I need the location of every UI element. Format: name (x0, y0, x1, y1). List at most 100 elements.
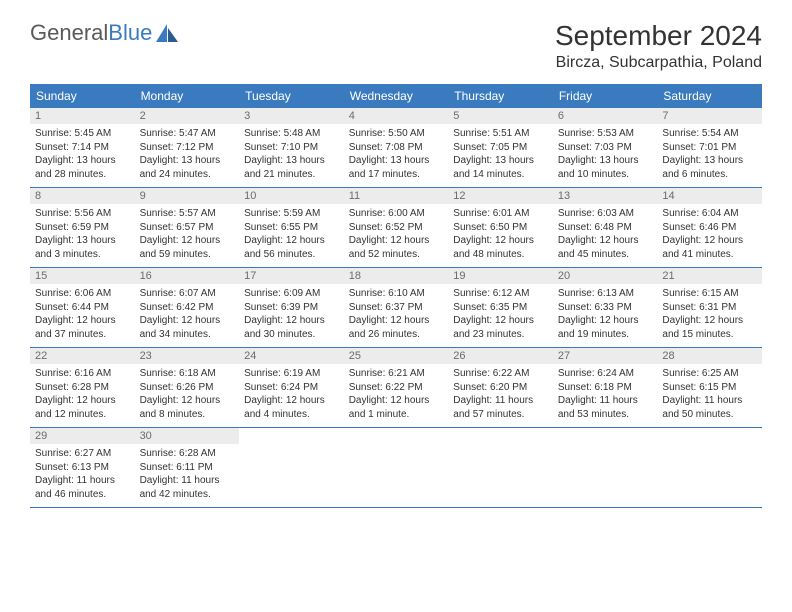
sunset-text: Sunset: 6:39 PM (244, 301, 339, 315)
calendar-week: 22Sunrise: 6:16 AMSunset: 6:28 PMDayligh… (30, 348, 762, 428)
sunset-text: Sunset: 7:12 PM (140, 141, 235, 155)
day-number: 7 (657, 108, 762, 124)
weekday-header: Thursday (448, 84, 553, 108)
sunrise-text: Sunrise: 5:56 AM (35, 207, 130, 221)
calendar-week: 29Sunrise: 6:27 AMSunset: 6:13 PMDayligh… (30, 428, 762, 508)
calendar-cell: 7Sunrise: 5:54 AMSunset: 7:01 PMDaylight… (657, 108, 762, 187)
sunrise-text: Sunrise: 6:25 AM (662, 367, 757, 381)
daylight-text: Daylight: 13 hours (140, 154, 235, 168)
daylight-text: Daylight: 11 hours (662, 394, 757, 408)
daylight-text: and 19 minutes. (558, 328, 653, 342)
calendar-cell: 28Sunrise: 6:25 AMSunset: 6:15 PMDayligh… (657, 348, 762, 427)
day-number: 10 (239, 188, 344, 204)
day-number: 9 (135, 188, 240, 204)
sunrise-text: Sunrise: 5:53 AM (558, 127, 653, 141)
daylight-text: and 48 minutes. (453, 248, 548, 262)
calendar-cell: 12Sunrise: 6:01 AMSunset: 6:50 PMDayligh… (448, 188, 553, 267)
sunset-text: Sunset: 6:55 PM (244, 221, 339, 235)
sunrise-text: Sunrise: 6:09 AM (244, 287, 339, 301)
day-number: 30 (135, 428, 240, 444)
day-number: 18 (344, 268, 449, 284)
daylight-text: and 45 minutes. (558, 248, 653, 262)
daylight-text: and 3 minutes. (35, 248, 130, 262)
daylight-text: and 17 minutes. (349, 168, 444, 182)
calendar-cell: 18Sunrise: 6:10 AMSunset: 6:37 PMDayligh… (344, 268, 449, 347)
sunset-text: Sunset: 7:08 PM (349, 141, 444, 155)
day-number: 23 (135, 348, 240, 364)
day-number: 12 (448, 188, 553, 204)
sunset-text: Sunset: 6:31 PM (662, 301, 757, 315)
sunset-text: Sunset: 7:14 PM (35, 141, 130, 155)
sunset-text: Sunset: 6:35 PM (453, 301, 548, 315)
sunset-text: Sunset: 7:05 PM (453, 141, 548, 155)
day-number: 2 (135, 108, 240, 124)
sunrise-text: Sunrise: 5:51 AM (453, 127, 548, 141)
daylight-text: and 34 minutes. (140, 328, 235, 342)
daylight-text: Daylight: 12 hours (349, 314, 444, 328)
sunset-text: Sunset: 6:13 PM (35, 461, 130, 475)
daylight-text: and 23 minutes. (453, 328, 548, 342)
daylight-text: Daylight: 11 hours (558, 394, 653, 408)
sunset-text: Sunset: 6:50 PM (453, 221, 548, 235)
sunrise-text: Sunrise: 5:59 AM (244, 207, 339, 221)
sunset-text: Sunset: 6:37 PM (349, 301, 444, 315)
sunset-text: Sunset: 6:44 PM (35, 301, 130, 315)
day-number: 15 (30, 268, 135, 284)
daylight-text: and 52 minutes. (349, 248, 444, 262)
calendar-cell: 1Sunrise: 5:45 AMSunset: 7:14 PMDaylight… (30, 108, 135, 187)
calendar-cell: 21Sunrise: 6:15 AMSunset: 6:31 PMDayligh… (657, 268, 762, 347)
day-number: 4 (344, 108, 449, 124)
weekday-header: Tuesday (239, 84, 344, 108)
calendar-cell: 30Sunrise: 6:28 AMSunset: 6:11 PMDayligh… (135, 428, 240, 507)
calendar-cell: 16Sunrise: 6:07 AMSunset: 6:42 PMDayligh… (135, 268, 240, 347)
daylight-text: and 42 minutes. (140, 488, 235, 502)
daylight-text: and 24 minutes. (140, 168, 235, 182)
daylight-text: and 26 minutes. (349, 328, 444, 342)
sunset-text: Sunset: 7:03 PM (558, 141, 653, 155)
calendar-cell (448, 428, 553, 507)
day-number: 1 (30, 108, 135, 124)
daylight-text: Daylight: 12 hours (558, 234, 653, 248)
sunrise-text: Sunrise: 5:50 AM (349, 127, 444, 141)
sunrise-text: Sunrise: 6:27 AM (35, 447, 130, 461)
daylight-text: Daylight: 13 hours (244, 154, 339, 168)
calendar-cell: 22Sunrise: 6:16 AMSunset: 6:28 PMDayligh… (30, 348, 135, 427)
daylight-text: Daylight: 12 hours (140, 394, 235, 408)
sunrise-text: Sunrise: 5:57 AM (140, 207, 235, 221)
logo: GeneralBlue (30, 20, 178, 46)
daylight-text: and 8 minutes. (140, 408, 235, 422)
daylight-text: and 53 minutes. (558, 408, 653, 422)
calendar-cell: 11Sunrise: 6:00 AMSunset: 6:52 PMDayligh… (344, 188, 449, 267)
calendar-cell: 14Sunrise: 6:04 AMSunset: 6:46 PMDayligh… (657, 188, 762, 267)
day-number: 6 (553, 108, 658, 124)
sunset-text: Sunset: 6:52 PM (349, 221, 444, 235)
sunset-text: Sunset: 6:15 PM (662, 381, 757, 395)
daylight-text: and 15 minutes. (662, 328, 757, 342)
daylight-text: Daylight: 12 hours (453, 314, 548, 328)
page-header: GeneralBlue September 2024 Bircza, Subca… (30, 20, 762, 72)
daylight-text: and 4 minutes. (244, 408, 339, 422)
calendar-cell: 29Sunrise: 6:27 AMSunset: 6:13 PMDayligh… (30, 428, 135, 507)
calendar-cell: 25Sunrise: 6:21 AMSunset: 6:22 PMDayligh… (344, 348, 449, 427)
sunrise-text: Sunrise: 6:24 AM (558, 367, 653, 381)
daylight-text: Daylight: 12 hours (349, 394, 444, 408)
sunrise-text: Sunrise: 5:47 AM (140, 127, 235, 141)
calendar-cell (239, 428, 344, 507)
calendar-cell: 13Sunrise: 6:03 AMSunset: 6:48 PMDayligh… (553, 188, 658, 267)
sunset-text: Sunset: 7:10 PM (244, 141, 339, 155)
logo-text-1: General (30, 20, 108, 46)
daylight-text: Daylight: 13 hours (349, 154, 444, 168)
daylight-text: Daylight: 12 hours (453, 234, 548, 248)
daylight-text: Daylight: 12 hours (35, 394, 130, 408)
day-number: 21 (657, 268, 762, 284)
calendar-cell: 15Sunrise: 6:06 AMSunset: 6:44 PMDayligh… (30, 268, 135, 347)
daylight-text: Daylight: 13 hours (35, 154, 130, 168)
weekday-header: Sunday (30, 84, 135, 108)
calendar-cell: 4 Sunrise: 5:50 AMSunset: 7:08 PMDaylight… (344, 108, 449, 187)
sunrise-text: Sunrise: 6:21 AM (349, 367, 444, 381)
day-number: 27 (553, 348, 658, 364)
day-number: 24 (239, 348, 344, 364)
sunrise-text: Sunrise: 6:12 AM (453, 287, 548, 301)
daylight-text: and 6 minutes. (662, 168, 757, 182)
calendar-cell: 17Sunrise: 6:09 AMSunset: 6:39 PMDayligh… (239, 268, 344, 347)
